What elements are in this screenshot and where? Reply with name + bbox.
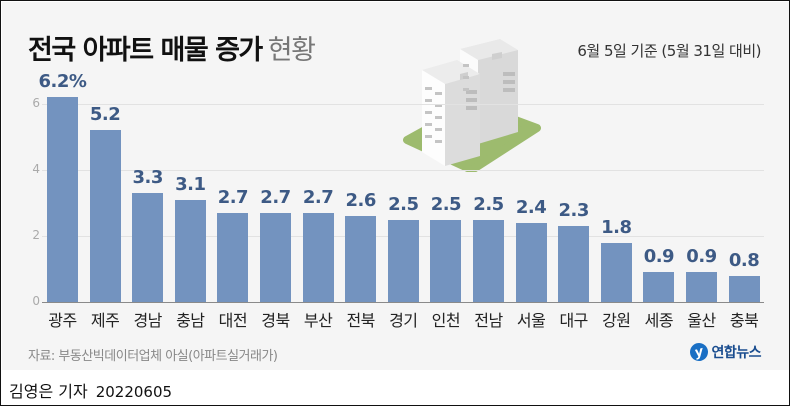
bar [89,130,121,302]
apartment-building-icon [403,39,541,172]
source-note: 자료: 부동산빅데이터업체 아실(아파트실거래가) [28,349,278,364]
bar-value-label: 2.6 [345,190,376,212]
title-bold: 전국 아파트 매물 증가 [28,35,263,66]
bar-value-label: 0.9 [643,246,675,268]
bar-chart: 0 2 4 6 6.2% 광주 5.2 제주 3.3 경남 3.1 충남 2.7 대전 2.7 경북 2.7 부산… [2,2,789,370]
y-tick-label: 4 [32,162,40,176]
bar-value-label: 6.2% [38,71,87,93]
bar-value-label: 2.5 [430,193,462,215]
publish-date: 20220605 [95,383,173,401]
bar [473,219,504,302]
yonhap-logo-icon: y [688,340,711,364]
bar-value-label: 2.7 [302,186,334,208]
category-label: 강원 [602,311,631,330]
category-label: 충남 [176,311,205,330]
chart-subtitle: 6월 5일 기준 (5월 31일 대비) [577,42,761,60]
bar [558,226,590,302]
category-label: 인천 [431,311,461,330]
title-light: 현황 [267,35,316,66]
bar [132,193,164,302]
bar-value-label: 2.5 [473,193,504,215]
bar [430,219,462,302]
bar-value-label: 0.8 [728,249,760,271]
x-axis-line [42,302,764,303]
bar [686,272,717,302]
bar [174,199,206,302]
bar [302,212,334,302]
bar-value-label: 2.5 [388,193,419,215]
bar [728,275,760,302]
category-label: 세종 [644,311,674,330]
bar [345,216,377,302]
bar [260,212,291,302]
category-label: 서울 [516,311,546,330]
bar-value-label: 0.9 [686,246,717,268]
bar-value-label: 2.3 [558,200,589,222]
bar-value-label: 2.7 [260,186,291,208]
bar-value-label: 2.7 [217,186,249,208]
category-label: 대구 [559,311,588,330]
category-label: 전북 [346,311,375,330]
category-label: 대전 [218,311,248,330]
bar-value-label: 2.4 [515,196,547,218]
category-label: 경북 [261,311,290,330]
bar-value-label: 5.2 [89,104,121,126]
bar [600,242,632,302]
category-label: 전남 [474,311,503,330]
bar-value-label: 3.3 [132,167,163,189]
y-tick-label: 6 [32,96,40,110]
bar [47,97,78,302]
category-label: 경기 [389,311,418,330]
gridline [42,170,764,171]
chart-card: 전국 아파트 매물 증가 현황 6월 5일 기준 (5월 31일 대비) [2,2,789,370]
category-label: 울산 [687,311,716,330]
gridline [42,104,764,105]
y-tick-label: 0 [32,294,40,308]
bar-value-label: 1.8 [601,216,632,238]
category-label: 제주 [90,311,120,330]
bar [217,212,249,302]
category-label: 부산 [303,311,333,330]
byline: 김영은 기자 20220605 [9,378,172,402]
bar [387,219,419,302]
chart-title: 전국 아파트 매물 증가 현황 [28,28,316,67]
y-tick-label: 2 [32,228,40,242]
yonhap-logo-text: 연합뉴스 [711,345,761,361]
category-label: 충북 [729,311,759,330]
bar-value-label: 3.1 [175,173,206,195]
bar [643,272,675,302]
yonhap-logo: y 연합뉴스 [688,340,761,364]
category-label: 경남 [133,311,162,330]
reporter-name: 김영은 기자 [9,382,88,401]
bar [515,222,547,302]
category-label: 광주 [48,311,77,330]
